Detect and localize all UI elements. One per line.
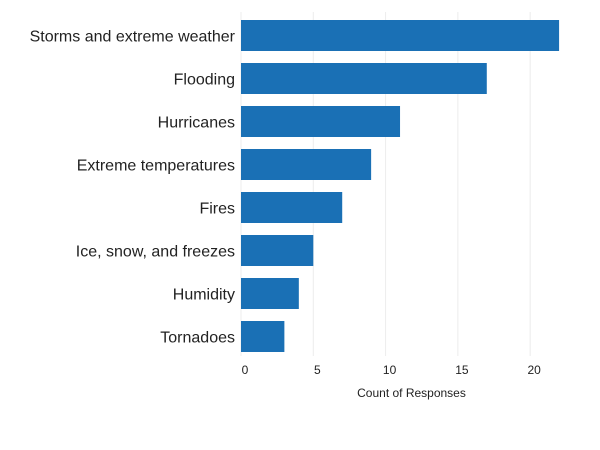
x-tick-label: 5 [314, 363, 321, 377]
category-label: Storms and extreme weather [30, 29, 236, 46]
category-label: Fires [199, 201, 235, 218]
category-label: Flooding [174, 72, 235, 89]
category-label: Humidity [173, 287, 235, 304]
bar [241, 20, 560, 51]
bar [241, 106, 401, 137]
x-axis-title: Count of Responses [357, 386, 466, 400]
x-tick-label: 0 [242, 363, 249, 377]
category-label: Hurricanes [158, 115, 235, 132]
x-tick-labels: 0 5 10 15 20 [242, 363, 542, 377]
bar [241, 63, 487, 94]
bar [241, 192, 343, 223]
bar [241, 235, 314, 266]
x-tick-label: 20 [527, 363, 541, 377]
bar [241, 149, 372, 180]
category-label: Extreme temperatures [77, 158, 235, 175]
category-label: Ice, snow, and freezes [76, 244, 235, 261]
category-labels: Storms and extreme weather Flooding Hurric… [30, 29, 236, 347]
x-tick-label: 10 [383, 363, 397, 377]
bar [241, 321, 285, 352]
bar [241, 278, 299, 309]
category-label: Tornadoes [160, 330, 235, 347]
x-tick-label: 15 [455, 363, 469, 377]
bars [241, 20, 560, 352]
